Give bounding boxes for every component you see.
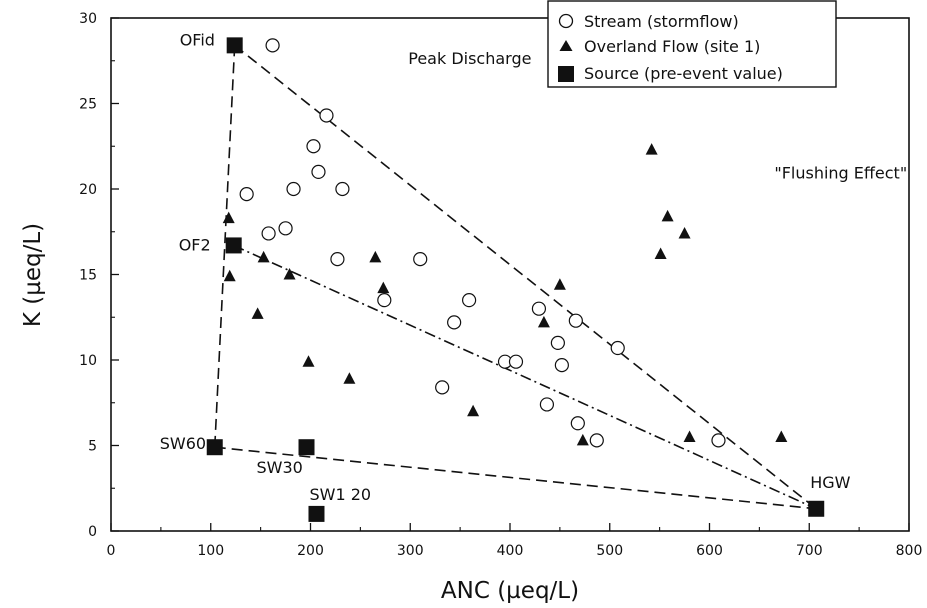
x-tick-label: 0 — [107, 543, 116, 559]
overland-flow-point — [223, 269, 236, 282]
stream-point — [330, 252, 345, 267]
stream-point — [711, 433, 726, 448]
dashed-mixing-line — [234, 44, 817, 510]
source-point — [808, 500, 825, 517]
x-tick-label: 800 — [896, 543, 923, 559]
source-label: HGW — [810, 473, 850, 492]
source-label: SW30 — [257, 458, 303, 477]
source-point — [206, 439, 223, 456]
x-tick-label: 700 — [796, 543, 823, 559]
stream-point — [286, 181, 301, 197]
overland-flow-point — [775, 430, 788, 442]
stream-point — [261, 226, 276, 241]
legend-label-stream: Stream (stormflow) — [584, 12, 739, 31]
y-tick-label: 20 — [79, 182, 97, 198]
x-tick-label: 300 — [397, 543, 424, 559]
overland-flow-point — [553, 278, 566, 290]
annotation-text: Peak Discharge — [408, 49, 531, 68]
overland-flow-point — [645, 143, 658, 155]
overland-flow-point — [369, 250, 382, 263]
stream-point — [539, 397, 555, 412]
overland-flow-point — [537, 315, 550, 328]
legend-circle-marker — [558, 13, 574, 29]
source-point — [298, 439, 315, 456]
stream-point — [335, 181, 350, 197]
source-point — [308, 505, 325, 522]
x-axis-title: ANC (µeq/L) — [441, 578, 579, 604]
overland-flow-point — [377, 281, 390, 294]
x-tick-label: 200 — [297, 543, 324, 559]
legend-square-marker — [558, 66, 574, 82]
stream-point — [570, 416, 585, 431]
point-labels: OFid OF2 SW60 SW30 SW1 20 HGW — [160, 30, 851, 504]
legend-label-overland: Overland Flow (site 1) — [584, 37, 760, 56]
overland-flow-point — [222, 211, 235, 224]
stream-point — [319, 108, 334, 123]
x-tick-label: 500 — [596, 543, 623, 559]
overland-flow-point — [302, 355, 315, 367]
stream-point — [306, 139, 321, 154]
overland-flow-point — [251, 307, 264, 319]
overland-flow-point — [654, 247, 667, 259]
y-tick-label: 0 — [88, 524, 97, 540]
source-point — [226, 37, 243, 54]
y-tick-label: 25 — [79, 97, 97, 113]
stream-point — [447, 315, 462, 330]
stream-point — [265, 38, 280, 53]
axis-ticks: 0 100 200 300 400 500 600 700 800 0 5 10 15 20 25 30 — [79, 11, 922, 559]
stream-point — [278, 221, 293, 236]
x-tick-label: 400 — [497, 543, 524, 559]
y-tick-label: 30 — [79, 11, 97, 27]
stream-point — [413, 252, 428, 267]
y-axis-title: K (µeq/L) — [20, 223, 46, 327]
legend-box — [547, 0, 837, 88]
stream-point — [239, 187, 254, 202]
mixing-lines — [213, 44, 817, 510]
legend-triangle-marker — [559, 40, 573, 51]
y-tick-label: 10 — [79, 353, 97, 369]
overland-flow-point — [283, 268, 296, 280]
source-point — [225, 237, 242, 254]
legend: Stream (stormflow) Overland Flow (site 1… — [547, 0, 837, 88]
annotation-text: "Flushing Effect" — [774, 164, 907, 183]
overland-flow-point — [257, 250, 270, 263]
stream-point — [377, 293, 392, 308]
stream-point — [568, 313, 583, 328]
stream-point — [610, 340, 625, 356]
annotations: Peak Discharge "Flushing Effect" — [408, 49, 907, 183]
overland-flow-point — [343, 372, 356, 384]
x-tick-label: 600 — [696, 543, 723, 559]
legend-label-source: Source (pre-event value) — [584, 64, 783, 83]
stream-point — [462, 293, 477, 308]
data-marks — [206, 37, 825, 522]
overland-flow-point — [467, 404, 480, 417]
stream-point — [311, 164, 326, 179]
y-tick-label: 15 — [79, 268, 97, 284]
overland-flow-point — [683, 430, 696, 442]
stream-point — [550, 335, 565, 350]
source-label: SW60 — [160, 434, 206, 453]
y-tick-label: 5 — [88, 439, 97, 455]
stream-point — [508, 354, 524, 369]
source-label: OFid — [180, 30, 215, 49]
source-label: SW1 20 — [309, 485, 371, 504]
stream-point — [435, 380, 450, 395]
stream-point — [554, 358, 569, 373]
stream-point — [531, 301, 547, 316]
overland-flow-point — [661, 209, 674, 222]
dashed-mixing-line — [214, 446, 817, 510]
x-tick-label: 100 — [197, 543, 224, 559]
overland-flow-point — [678, 226, 691, 239]
dash-dot-line — [233, 244, 817, 510]
overland-flow-point — [576, 433, 589, 446]
source-label: OF2 — [179, 235, 211, 254]
stream-point — [589, 433, 604, 448]
